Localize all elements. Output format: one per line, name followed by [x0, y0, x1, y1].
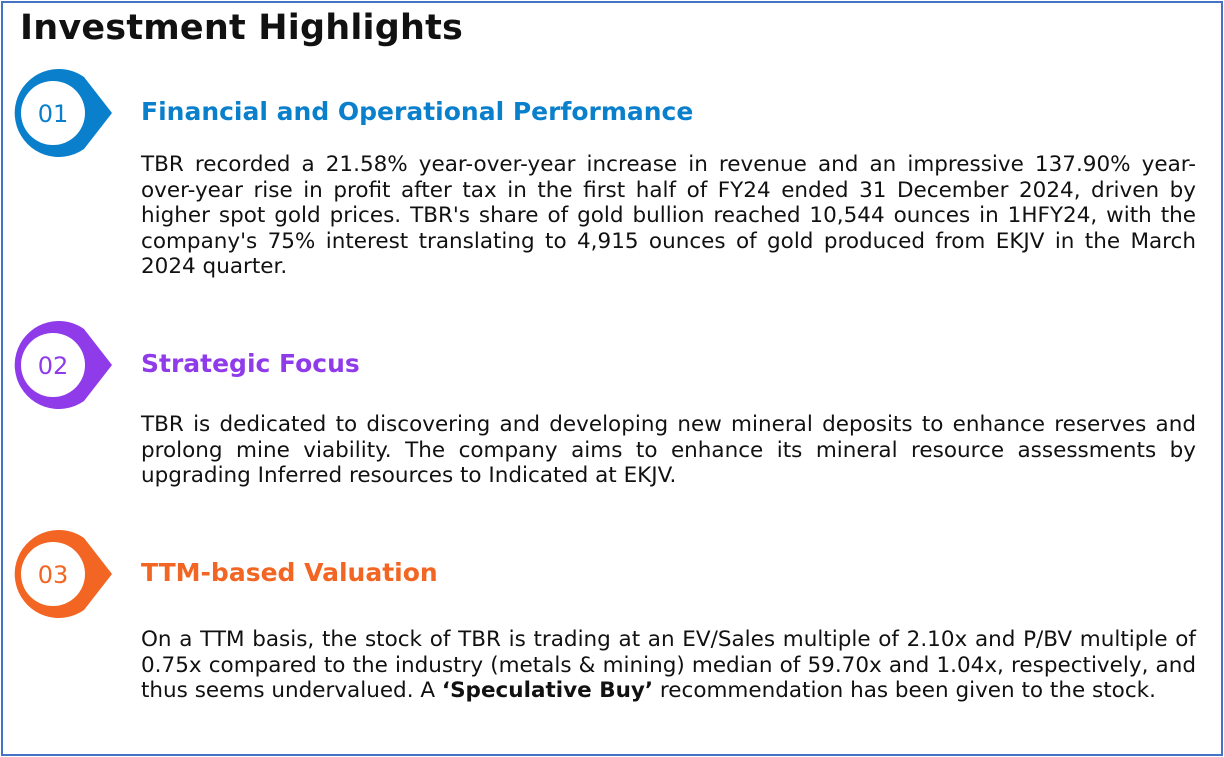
svg-text:02: 02: [38, 352, 69, 380]
section-body-strategic: TBR is dedicated to discovering and deve…: [141, 412, 1196, 488]
section-body-valuation: On a TTM basis, the stock of TBR is trad…: [141, 627, 1196, 704]
recommendation-text: ‘Speculative Buy’: [441, 678, 654, 703]
svg-text:03: 03: [38, 561, 69, 589]
svg-text:01: 01: [38, 100, 69, 128]
number-badge-02: 02: [14, 320, 113, 409]
body-text: On a TTM basis, the stock of TBR is trad…: [141, 627, 1196, 703]
section-heading-financial: Financial and Operational Performance: [141, 97, 694, 126]
section-heading-valuation: TTM-based Valuation: [141, 558, 438, 587]
section-heading-strategic: Strategic Focus: [141, 349, 360, 378]
section-body-financial: TBR recorded a 21.58% year-over-year inc…: [141, 152, 1196, 279]
body-text: recommendation has been given to the sto…: [653, 678, 1156, 703]
number-badge-01: 01: [14, 68, 113, 157]
number-badge-03: 03: [14, 529, 113, 618]
page-title: Investment Highlights: [20, 8, 464, 48]
